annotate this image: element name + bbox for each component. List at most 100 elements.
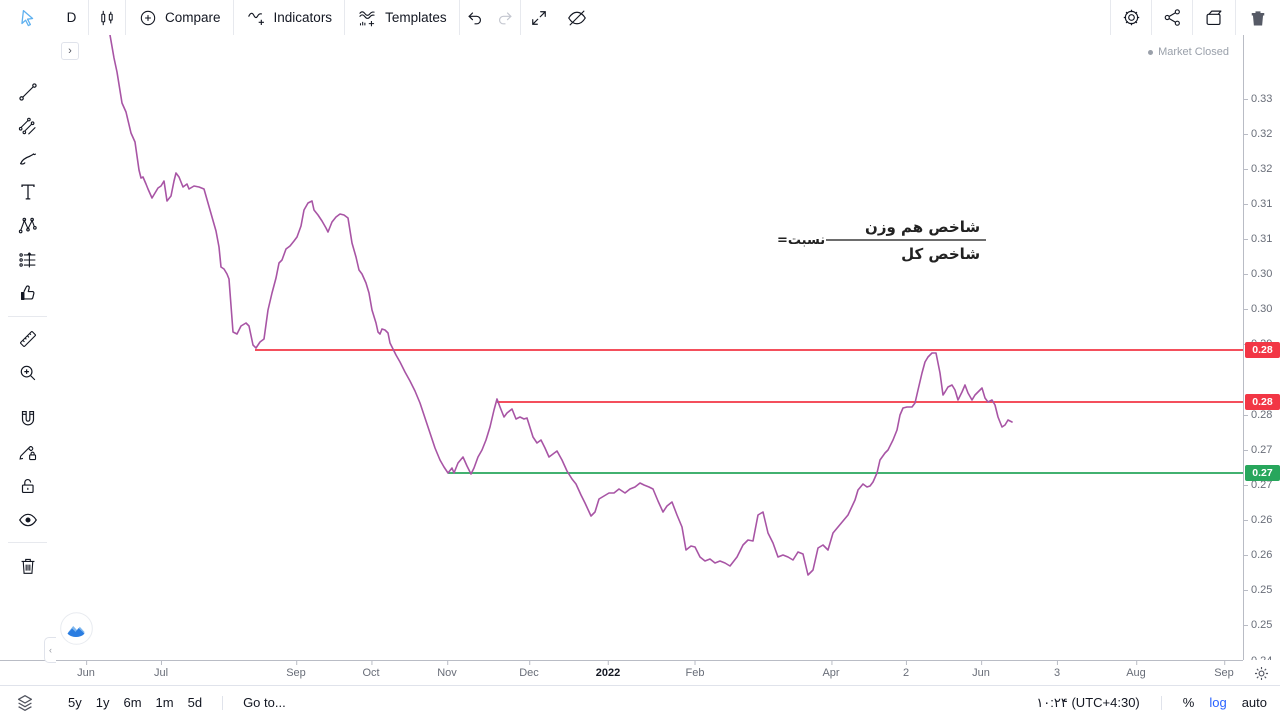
object-tree-expand-button[interactable]: ›: [61, 42, 79, 60]
toolbar-right-group: [1110, 0, 1280, 35]
time-tick: 2022: [595, 661, 621, 679]
price-axis[interactable]: 0.33 0.32 0.32 0.31 0.31 0.30 0.30 0.29 …: [1243, 35, 1280, 686]
share-icon: [1164, 9, 1180, 26]
auto-scale-button[interactable]: auto: [1241, 695, 1267, 710]
trash-outline-icon: [21, 558, 35, 574]
time-tick: Jun: [972, 661, 990, 679]
compare-plus-icon: [140, 10, 156, 25]
price-tick: 0.30: [1244, 268, 1272, 280]
time-tick: Aug: [1126, 661, 1146, 679]
templates-button[interactable]: Templates: [345, 0, 459, 35]
undo-button[interactable]: [460, 0, 490, 35]
time-axis-settings-button[interactable]: [1243, 660, 1280, 686]
annotation-fraction: شاخص هم وزن شاخص کل: [826, 218, 987, 263]
thumb-up-icon: [20, 285, 35, 301]
object-tree-button[interactable]: [14, 692, 36, 714]
price-plot-svg: [109, 35, 1243, 576]
xabcd-pattern-tool[interactable]: [16, 214, 40, 238]
redo-icon: [498, 11, 512, 24]
indicators-button[interactable]: Indicators: [234, 0, 345, 35]
fullscreen-icon: [531, 10, 546, 25]
interval-label: D: [66, 10, 77, 25]
lock-icon: [21, 479, 34, 494]
undo-icon: [467, 11, 481, 24]
goto-button[interactable]: Go to...: [243, 695, 286, 710]
time-tick: Jun: [77, 661, 95, 679]
tradingview-logo[interactable]: [60, 612, 93, 645]
magnet-icon: [21, 410, 35, 426]
time-tick: 2: [902, 661, 910, 679]
hide-drawings-button[interactable]: [557, 0, 597, 35]
bottom-toolbar: 5y 1y 6m 1m 5d Go to... ۱۰:۲۴ (UTC+4:30) % l…: [0, 685, 1280, 719]
bottombar-separator: [1160, 695, 1162, 710]
interval-button[interactable]: D: [55, 0, 88, 35]
bottombar-separator: [222, 695, 224, 710]
price-tick: 0.33: [1244, 93, 1272, 105]
delete-button[interactable]: [1236, 0, 1280, 35]
remove-all-drawings-tool[interactable]: [16, 554, 40, 578]
clock-button[interactable]: ۱۰:۲۴ (UTC+4:30): [1036, 694, 1140, 710]
measure-ruler-tool[interactable]: [16, 327, 40, 351]
range-buttons: 5y 1y 6m 1m 5d: [68, 695, 202, 710]
market-status: Market Closed: [1148, 46, 1229, 58]
toolbar-separator: [1151, 0, 1152, 35]
toolbar-separator: [232, 0, 234, 35]
price-tick: 0.32: [1244, 128, 1272, 140]
range-button[interactable]: 5y: [68, 695, 82, 710]
text-tool[interactable]: [16, 180, 40, 204]
lock-all-drawings-tool[interactable]: [16, 474, 40, 498]
price-tick: 0.31: [1244, 198, 1272, 210]
log-scale-button[interactable]: log: [1209, 695, 1227, 710]
gann-fibonacci-tool[interactable]: [16, 114, 40, 138]
market-status-label: Market Closed: [1158, 46, 1229, 58]
text-icon: [21, 184, 35, 200]
indicators-wave-icon: [247, 12, 264, 25]
time-tick: Dec: [519, 661, 539, 679]
toolbar-separator: [1110, 0, 1111, 35]
manage-layouts-button[interactable]: [1193, 0, 1235, 35]
share-button[interactable]: [1152, 0, 1192, 35]
zoom-in-tool[interactable]: [16, 361, 40, 385]
logo-mountain-icon: [60, 612, 93, 645]
sidebar-collapse-handle[interactable]: ‹: [44, 637, 56, 663]
toolbar-separator: [1192, 0, 1193, 35]
chart-settings-button[interactable]: [1111, 0, 1151, 35]
range-button[interactable]: 1m: [155, 695, 174, 710]
chart-style-button[interactable]: [89, 0, 125, 35]
pencil-lock-icon: [19, 446, 37, 461]
range-button[interactable]: 5d: [187, 695, 203, 710]
trash-icon: [1251, 10, 1265, 25]
time-tick: Nov: [437, 661, 457, 679]
price-level-badge: 0.27: [1245, 465, 1280, 481]
compare-button[interactable]: Compare: [126, 0, 233, 35]
ratio-annotation[interactable]: نسبت= شاخص هم وزن شاخص کل: [777, 218, 987, 263]
time-tick: 3: [1053, 661, 1061, 679]
range-button[interactable]: 6m: [123, 695, 142, 710]
indicators-label: Indicators: [273, 10, 333, 25]
brush-icon: [20, 153, 36, 165]
forecast-tool[interactable]: [16, 248, 40, 272]
brush-tool[interactable]: [16, 147, 40, 171]
trend-line-tool[interactable]: [16, 80, 40, 104]
price-tick: 0.30: [1244, 303, 1272, 315]
time-tick: Feb: [685, 661, 705, 679]
stay-in-drawing-mode-tool[interactable]: [16, 440, 40, 464]
cursor-tool[interactable]: [0, 0, 55, 35]
chart-area[interactable]: › Market Closed نسبت= شاخص هم وزن شاخص ک…: [55, 35, 1243, 660]
emoji-tool[interactable]: [16, 281, 40, 305]
toolbar-separator: [458, 0, 460, 35]
hide-all-drawings-tool[interactable]: [16, 508, 40, 532]
time-axis[interactable]: Jun Jul Sep Oct Nov Dec 2022 Feb Apr 2 J…: [0, 660, 1243, 687]
annotation-numerator: شاخص هم وزن: [865, 218, 981, 236]
fullscreen-button[interactable]: [521, 0, 557, 35]
toolbar-separator: [88, 0, 89, 35]
magnet-mode-tool[interactable]: [16, 406, 40, 430]
price-line: [109, 35, 1013, 576]
toolbar-separator: [344, 0, 346, 35]
redo-button[interactable]: [490, 0, 520, 35]
percent-scale-button[interactable]: %: [1182, 695, 1195, 710]
templates-wave-icon: [359, 11, 375, 27]
annotation-denominator: شاخص کل: [901, 245, 981, 263]
expand-chevron: ›: [68, 45, 72, 57]
range-button[interactable]: 1y: [95, 695, 110, 710]
